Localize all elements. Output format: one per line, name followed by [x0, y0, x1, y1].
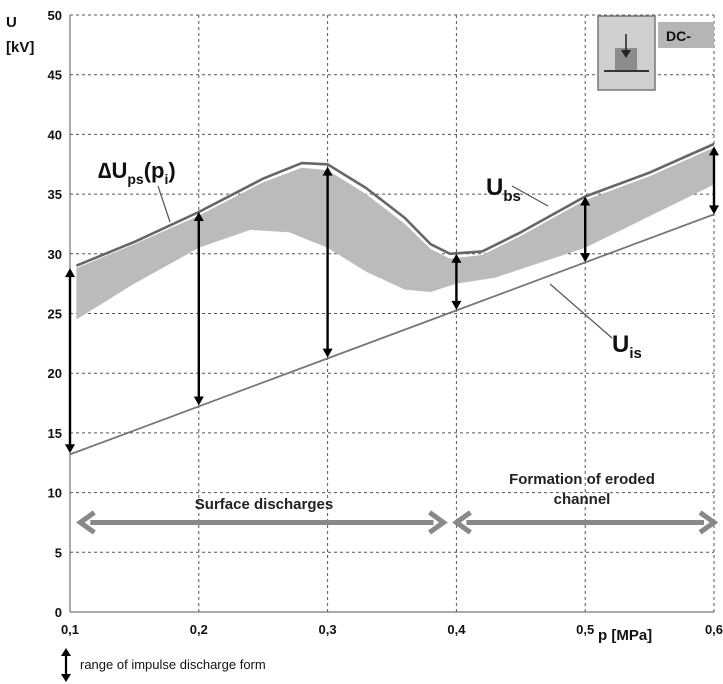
series-line-uis: [69, 213, 715, 456]
range-arrow-5-head-up: [580, 196, 591, 206]
x-tick-label: 0,2: [190, 622, 208, 637]
y-tick-label: 5: [55, 545, 62, 560]
range-arrow-6-head-down: [709, 205, 719, 215]
uis-label: Uis: [612, 331, 642, 362]
series-line-ubs: [75, 142, 715, 267]
y-tick-label: 35: [48, 187, 62, 202]
delta-ups-label-close: ): [168, 158, 175, 183]
eroded-channel-label-line1: Formation of eroded: [509, 471, 655, 488]
ubs-label-main: U: [486, 174, 503, 201]
legend-arrow-head-down: [61, 674, 71, 682]
uis-label-main: U: [612, 331, 629, 358]
delta-ups-label-main: ∆U: [98, 158, 127, 183]
region-arrow-2-head-right: [698, 510, 719, 535]
region-arrows: [76, 510, 719, 535]
y-tick-label: 25: [48, 307, 62, 322]
range-arrow-4-head-down: [451, 300, 462, 310]
range-arrow-3-head-up: [322, 166, 333, 176]
y-tick-label: 50: [48, 8, 62, 23]
region-arrow-2-head-left: [452, 510, 472, 535]
y-tick-label: 15: [48, 426, 62, 441]
delta-ups-label-paren: (p: [144, 158, 165, 183]
svg-text:Uis: Uis: [612, 331, 642, 362]
range-arrow-6-head-up: [709, 146, 719, 156]
x-tick-label: 0,3: [319, 622, 337, 637]
y-tick-label: 0: [55, 605, 62, 620]
series-lines: [69, 142, 715, 456]
legend-arrow-head-up: [61, 648, 71, 656]
range-arrow-1-head-down: [65, 444, 75, 454]
x-tick-label: 0,6: [705, 622, 723, 637]
electrode-icon-body: [615, 48, 637, 70]
range-arrow-2-head-up: [193, 212, 204, 222]
y-tick-label: 40: [48, 127, 62, 142]
range-arrow-2-head-down: [193, 396, 204, 406]
range-arrow-5-head-down: [580, 253, 591, 263]
x-tick-label: 0,4: [447, 622, 466, 637]
surface-discharges-label: Surface discharges: [195, 496, 333, 513]
delta-ups-label-sub2: i: [164, 171, 168, 187]
range-arrows: [65, 146, 719, 454]
ubs-label: Ubs: [486, 174, 521, 205]
ubs-pointer-line: [511, 185, 549, 207]
delta-ups-label: ∆Ups(pi): [98, 158, 176, 187]
delta-ups-label-sub: ps: [127, 171, 144, 187]
y-axis-title-line2: [kV]: [6, 39, 34, 56]
dc-badge: DC-: [597, 15, 714, 91]
ubs-label-sub: bs: [503, 188, 521, 205]
eroded-channel-label-line2: channel: [554, 491, 611, 508]
region-arrow-1-head-right: [428, 510, 448, 535]
legend-text: range of impulse discharge form: [80, 657, 266, 672]
y-tick-label: 30: [48, 247, 62, 262]
range-arrow-4-head-up: [451, 253, 462, 263]
electrode-icon-arrowhead: [621, 50, 631, 58]
y-tick-label: 45: [48, 68, 62, 83]
delta-ups-band-group: [76, 147, 714, 320]
region-arrow-1-head-left: [76, 510, 96, 535]
y-tick-label: 20: [48, 366, 62, 381]
svg-text:∆Ups(pi): ∆Ups(pi): [98, 158, 176, 187]
uis-label-sub: is: [629, 345, 642, 362]
y-axis-title-line1: U: [6, 14, 17, 31]
range-arrow-1-head-up: [65, 268, 75, 278]
delta-ups-band: [76, 147, 714, 320]
y-tick-label: 10: [48, 486, 62, 501]
tick-labels: 0 5 10 15 20 25 30 35 40 45 50 0,1 0,2 0,3 0,4 0,5 0,6: [48, 8, 723, 637]
x-tick-label: 0,1: [61, 622, 79, 637]
x-axis-title: p [MPa]: [598, 627, 652, 644]
dc-badge-text: DC-: [666, 28, 691, 44]
dc-badge-box: [658, 22, 714, 48]
range-arrow-3-head-down: [322, 348, 333, 358]
svg-text:Ubs: Ubs: [486, 174, 521, 205]
x-tick-label: 0,5: [576, 622, 594, 637]
delta-ups-pointer-line: [157, 185, 171, 223]
uis-pointer-line: [549, 283, 613, 339]
legend: range of impulse discharge form: [61, 648, 266, 682]
